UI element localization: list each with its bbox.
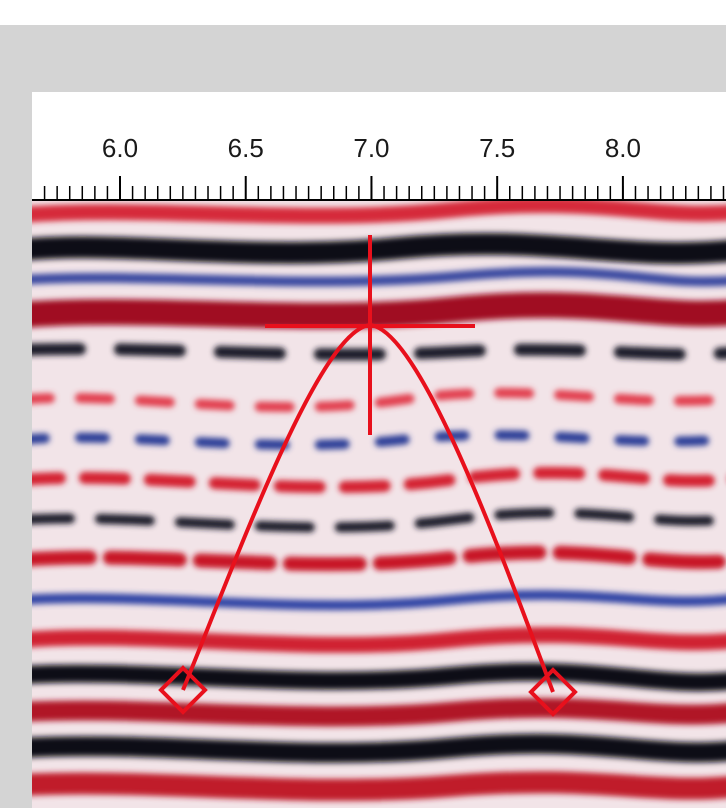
seismic-section	[20, 201, 726, 808]
tick-label: 7.0	[353, 133, 389, 163]
tick-label: 6.5	[228, 133, 264, 163]
page: {"ruler": {"xlim": [5.65, 8.41], "xticks…	[0, 0, 726, 808]
tick-label: 8.0	[605, 133, 641, 163]
seismic-viewer: 6.0 6.5 7.0 7.5 8.0	[0, 0, 726, 808]
tick-label: 6.0	[102, 133, 138, 163]
tick-label: 7.5	[479, 133, 515, 163]
